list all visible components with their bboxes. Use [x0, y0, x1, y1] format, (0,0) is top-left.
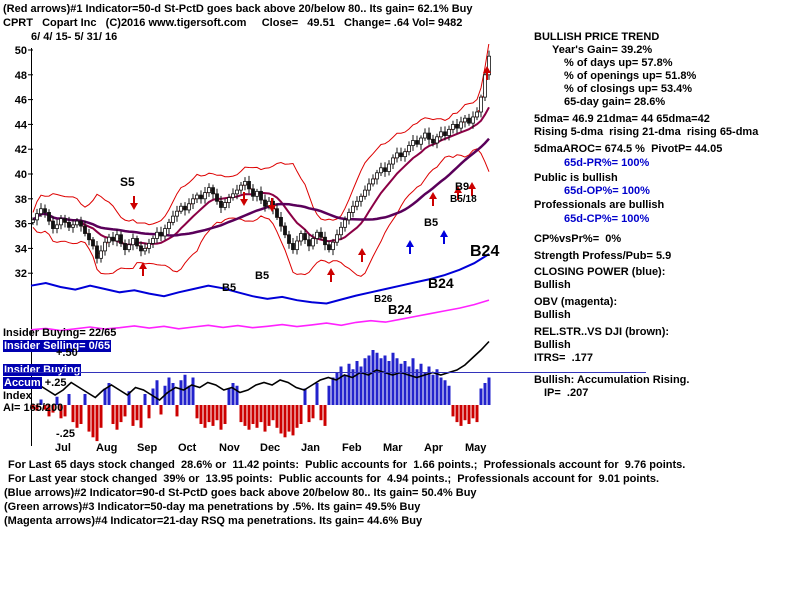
right-panel-line: 5dmaAROC= 674.5 % PivotP= 44.05: [534, 143, 723, 155]
symbol-header: CPRT Copart Inc (C)2016 www.tigersoft.co…: [3, 17, 463, 29]
accum-plus25-line: [4, 372, 646, 373]
date-range: 6/ 4/ 15- 5/ 31/ 16: [31, 31, 118, 43]
ai-line: [30, 340, 490, 402]
buy-arrow-icon: [406, 240, 414, 247]
x-axis-month: Jan: [301, 442, 320, 454]
right-panel-line: 65d-CP%= 100%: [564, 213, 650, 225]
sell-arrow-icon: [130, 203, 138, 210]
x-axis-month: Aug: [96, 442, 117, 454]
signal-label: B26: [374, 294, 393, 305]
y-axis-label: 32: [15, 268, 27, 280]
right-panel-line: % of openings up= 51.8%: [564, 70, 697, 82]
right-panel-line: IP= .207: [544, 387, 589, 399]
right-panel-line: 5dma= 46.9 21dma= 44 65dma=42: [534, 113, 710, 125]
y-axis-label: 46: [15, 95, 27, 107]
y-axis-label: 44: [15, 119, 28, 131]
right-panel-line: CLOSING POWER (blue):: [534, 266, 666, 278]
right-panel-line: Rising 5-dma rising 21-dma rising 65-dma: [534, 126, 759, 138]
signal-label: B5: [222, 282, 236, 294]
accum-histogram: [31, 350, 491, 442]
x-axis-month: Feb: [342, 442, 362, 454]
sell-arrow-icon: [240, 199, 248, 206]
buy-arrow-icon: [429, 192, 437, 199]
right-panel-line: Year's Gain= 39.2%: [552, 44, 653, 56]
right-panel-line: Public is bullish: [534, 172, 618, 184]
x-axis-month: Mar: [383, 442, 403, 454]
x-axis-month: Nov: [219, 442, 241, 454]
signal-label: B5/18: [450, 194, 477, 205]
ai-value: AI= 165/200: [3, 402, 64, 414]
x-axis-month: Oct: [178, 442, 197, 454]
signal-label: B24: [428, 275, 454, 291]
footer-line: (Blue arrows)#2 Indicator=90-d St-PctD g…: [4, 487, 477, 499]
footer-line: (Green arrows)#3 Indicator=50-day ma pen…: [4, 501, 421, 513]
y-axis-label: 36: [15, 219, 27, 231]
footer-line: For Last year stock changed 39% or 13.95…: [8, 473, 660, 485]
right-panel-line: % of days up= 57.8%: [564, 57, 673, 69]
y-axis-label: 50: [15, 45, 27, 57]
x-axis-month: Dec: [260, 442, 280, 454]
signal-label: B5: [255, 270, 269, 282]
right-panel-line: 65d-OP%= 100%: [564, 185, 650, 197]
x-axis-month: May: [465, 442, 487, 454]
right-panel-line: Strength Profess/Pub= 5.9: [534, 250, 672, 262]
scale-plus25: +.25: [41, 377, 67, 389]
accum-row: Accum +.25: [3, 377, 66, 389]
insider-selling-count: Insider Selling= 0/65: [3, 340, 112, 352]
signal-label: B5: [424, 217, 438, 229]
right-panel-line: Bullish: [534, 339, 571, 351]
buy-arrow-icon: [327, 268, 335, 275]
right-panel-line: 65d-PR%= 100%: [564, 157, 650, 169]
insider-buying-count: Insider Buying= 22/65: [3, 327, 117, 339]
footer-line: For Last 65 days stock changed 28.6% or …: [8, 459, 686, 471]
candles-layer: [31, 50, 491, 264]
right-panel-line: 65-day gain= 28.6%: [564, 96, 666, 108]
right-panel-line: OBV (magenta):: [534, 296, 618, 308]
buy-arrow-icon: [483, 66, 491, 73]
sell-arrow-icon: [268, 205, 276, 212]
month-labels: Jul Aug Sep Oct Nov Dec Jan Feb Mar Apr May: [55, 442, 487, 454]
x-axis-month: Apr: [424, 442, 444, 454]
right-panel-line: ITRS= .177: [534, 352, 594, 364]
buy-arrow-icon: [440, 230, 448, 237]
indicator1-header: (Red arrows)#1 Indicator=50-d St-PctD go…: [3, 3, 473, 15]
signal-label: B24: [470, 243, 499, 260]
x-axis-month: Jul: [55, 442, 71, 454]
insider-buying-label: Insider Buying: [3, 364, 82, 376]
right-panel-line: BULLISH PRICE TREND: [534, 31, 660, 43]
right-panel-line: % of closings up= 53.4%: [564, 83, 693, 95]
buy-arrow-icon: [454, 186, 462, 193]
signal-arrows: [130, 66, 491, 282]
right-panel-line: Bullish: Accumulation Rising.: [534, 374, 690, 386]
buy-arrow-icon: [139, 262, 147, 269]
signal-label: B9: [455, 181, 469, 193]
price-chart: 50 48 46 44 42 40 38 36 34 32 Jul Aug Sep Oct Nov Dec Ja…: [15, 44, 499, 454]
scale-plus50: +.50: [56, 347, 78, 359]
bands-layer: [32, 44, 490, 277]
y-axis-label: 40: [15, 169, 27, 181]
y-axis-label: 38: [15, 194, 27, 206]
right-panel-line: CP%vsPr%= 0%: [534, 233, 622, 245]
right-panel-line: Bullish: [534, 309, 571, 321]
y-axis-label: 34: [15, 243, 28, 255]
signal-label: B24: [388, 302, 413, 317]
index-label: Index: [3, 390, 32, 402]
obv-line: [30, 299, 490, 332]
buy-arrow-icon: [358, 248, 366, 255]
right-panel-line: REL.STR..VS DJI (brown):: [534, 326, 670, 338]
scale-minus25: -.25: [56, 428, 75, 440]
closing-power-line: [30, 253, 490, 305]
y-axis-label: 42: [15, 144, 27, 156]
x-axis-month: Sep: [137, 442, 157, 454]
right-panel-line: Professionals are bullish: [534, 199, 665, 211]
signal-label: S5: [120, 175, 135, 189]
accum-label: Accum: [3, 377, 42, 389]
right-panel-line: Bullish: [534, 279, 571, 291]
buy-arrow-icon: [468, 182, 476, 189]
y-axis-label: 48: [15, 70, 27, 82]
footer-line: (Magenta arrows)#4 Indicator=21-day RSQ …: [4, 515, 423, 527]
